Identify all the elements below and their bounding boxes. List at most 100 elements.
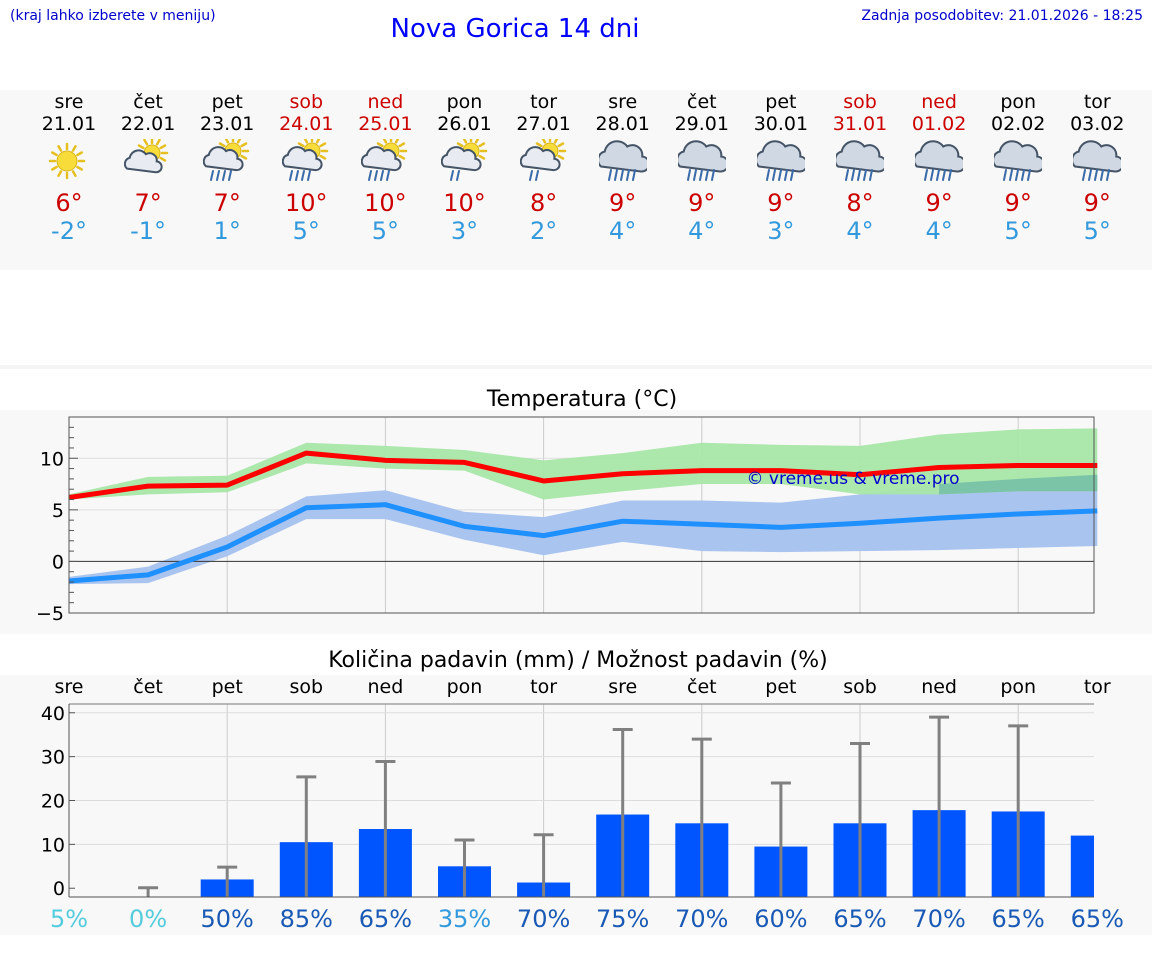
max-range-band (69, 428, 1098, 500)
daily-forecast: sre 21.01 6° -2° čet 22.01 7° -1° pet 23.01 7° 1° so… (0, 90, 1152, 270)
min-temperature: 5° (1083, 217, 1111, 245)
y-tick-label: 0 (52, 551, 64, 573)
watermark: © vreme.us & vreme.pro (746, 469, 959, 489)
day-date: 27.01 (516, 113, 571, 135)
y-tick-label: 10 (41, 834, 65, 856)
day-date: 21.01 (41, 113, 97, 135)
min-temperature: 4° (846, 217, 874, 245)
max-temperature: 9° (1083, 189, 1111, 217)
category-label: pet (212, 676, 243, 698)
day-name: čet (687, 91, 717, 113)
day-date: 03.02 (1070, 113, 1125, 135)
cloud-rain-icon (677, 140, 726, 181)
cloud-rain-icon (994, 140, 1043, 181)
temperature-chart-title: Temperatura (°C) (486, 387, 678, 412)
min-temperature: 4° (925, 217, 953, 245)
precipitation-probability: 75% (596, 905, 649, 933)
category-label: sre (55, 676, 84, 698)
day-column: čet 22.01 7° -1° (109, 90, 188, 245)
temperature-chart: 10 5 0 −5 © vreme.us & vreme.pro (36, 416, 1098, 625)
precipitation-chart: sre čet pet sob ned pon tor sre čet pet sob ned pon t… (41, 676, 1124, 933)
day-name: sob (843, 91, 877, 113)
min-temperature: -2° (51, 217, 87, 245)
min-temperature: 3° (767, 217, 795, 245)
sun-cloud-rain-icon (203, 139, 250, 181)
precipitation-probability: 70% (517, 905, 570, 933)
min-temperature: 2° (529, 217, 558, 245)
day-name: sre (608, 91, 638, 113)
max-temperature: 10° (364, 189, 407, 217)
cloud-rain-icon (756, 140, 805, 181)
category-label: tor (530, 676, 557, 698)
precipitation-probability: 50% (201, 905, 254, 933)
day-date: 26.01 (437, 113, 492, 135)
precipitation-probability: 65% (1071, 905, 1124, 933)
day-date: 30.01 (753, 113, 809, 135)
precipitation-probability: 60% (754, 905, 807, 933)
max-temperature: 9° (609, 189, 637, 217)
partly-cloudy-icon (124, 139, 169, 174)
y-tick-label: 0 (53, 878, 65, 900)
day-date: 02.02 (990, 113, 1046, 135)
sunny-icon (48, 142, 86, 180)
day-name: čet (133, 91, 163, 113)
precipitation-chart-title: Količina padavin (mm) / Možnost padavin … (328, 648, 828, 673)
precipitation-probability: 5% (50, 905, 88, 933)
cloud-rain-icon (598, 140, 647, 181)
precipitation-bar (1070, 835, 1094, 897)
max-temperature: 7° (134, 189, 162, 217)
day-column: pet 23.01 7° 1° (188, 90, 267, 245)
max-temperature: 10° (285, 189, 328, 217)
max-temperature: 6° (55, 189, 83, 217)
page-title: Nova Gorica 14 dni (390, 14, 640, 44)
category-label: pon (1000, 676, 1036, 698)
max-temperature-line (68, 450, 1098, 500)
day-column: sob 31.01 8° 4° (821, 90, 900, 245)
precipitation-probability: 0% (129, 905, 167, 933)
day-column: pon 02.02 9° 5° (979, 90, 1058, 245)
day-date: 28.01 (595, 113, 650, 135)
max-temperature: 9° (688, 189, 716, 217)
min-temperature: 4° (609, 217, 637, 245)
day-name: pon (446, 91, 483, 113)
y-tick-label: 10 (40, 448, 64, 470)
day-column: pon 26.01 10° 3° (425, 90, 504, 245)
max-temperature: 10° (443, 189, 486, 217)
y-tick-label: 30 (41, 747, 65, 769)
min-temperature: 5° (292, 217, 320, 245)
day-column: sob 24.01 10° 5° (267, 90, 346, 245)
y-tick-label: −5 (36, 603, 64, 625)
cloud-rain-icon (915, 140, 964, 181)
plot-frame (68, 416, 1095, 614)
day-date: 01.02 (911, 113, 967, 135)
day-name: sre (54, 91, 84, 113)
category-label: tor (1084, 676, 1111, 698)
min-temperature: 5° (371, 217, 400, 245)
category-label: pet (765, 676, 796, 698)
day-column: sre 28.01 9° 4° (583, 90, 662, 245)
precipitation-probability: 65% (359, 905, 412, 933)
y-tick-label: 40 (41, 703, 65, 725)
day-name: tor (530, 91, 558, 113)
day-date: 23.01 (199, 113, 255, 135)
min-temperature: -1° (130, 217, 167, 245)
sun-cloud-rain-icon (361, 139, 408, 181)
day-column: čet 29.01 9° 4° (662, 90, 741, 245)
category-label: čet (687, 676, 717, 698)
category-label: sre (608, 676, 637, 698)
last-updated: Zadnja posodobitev: 21.01.2026 - 18:25 (861, 8, 1143, 24)
day-date: 29.01 (674, 113, 729, 135)
day-date: 31.01 (832, 113, 888, 135)
day-name: pet (211, 91, 243, 113)
cloud-rain-icon (836, 140, 884, 181)
min-temperature: 1° (213, 217, 241, 245)
precipitation-probability: 70% (912, 905, 965, 933)
day-name: pet (765, 91, 797, 113)
day-date: 25.01 (358, 113, 413, 135)
category-label: ned (368, 676, 404, 698)
category-label: pon (447, 676, 483, 698)
day-column: sre 21.01 6° -2° (30, 90, 109, 245)
day-name: tor (1083, 91, 1111, 113)
precipitation-probability: 70% (675, 905, 728, 933)
category-label: ned (921, 676, 957, 698)
